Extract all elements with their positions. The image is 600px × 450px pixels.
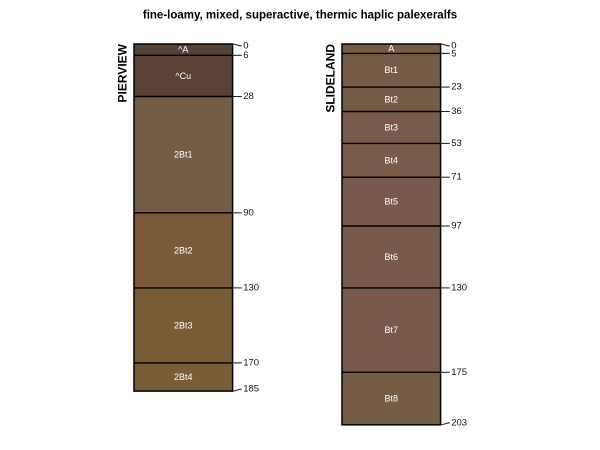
svg-text:2Bt3: 2Bt3 bbox=[174, 320, 193, 330]
svg-text:28: 28 bbox=[243, 91, 254, 102]
svg-text:Bt6: Bt6 bbox=[385, 252, 399, 262]
svg-text:90: 90 bbox=[243, 207, 254, 218]
svg-text:2Bt1: 2Bt1 bbox=[174, 150, 193, 160]
svg-text:Bt5: Bt5 bbox=[385, 197, 399, 207]
svg-text:23: 23 bbox=[451, 82, 462, 93]
svg-text:Bt8: Bt8 bbox=[385, 394, 399, 404]
svg-text:53: 53 bbox=[451, 138, 462, 149]
svg-text:^Cu: ^Cu bbox=[175, 71, 191, 81]
svg-text:2Bt4: 2Bt4 bbox=[174, 372, 193, 382]
svg-text:130: 130 bbox=[243, 282, 259, 293]
svg-text:^A: ^A bbox=[178, 45, 188, 55]
svg-text:170: 170 bbox=[243, 357, 259, 368]
svg-text:Bt3: Bt3 bbox=[385, 123, 399, 133]
svg-text:Bt1: Bt1 bbox=[385, 65, 399, 75]
svg-text:Bt7: Bt7 bbox=[385, 325, 399, 335]
svg-text:97: 97 bbox=[451, 221, 462, 232]
svg-text:6: 6 bbox=[243, 50, 248, 61]
svg-text:0: 0 bbox=[451, 41, 456, 52]
svg-text:36: 36 bbox=[451, 106, 462, 117]
svg-text:175: 175 bbox=[451, 367, 467, 378]
svg-text:71: 71 bbox=[451, 172, 462, 183]
svg-text:fine-loamy, mixed, superactive: fine-loamy, mixed, superactive, thermic … bbox=[143, 9, 457, 21]
svg-text:185: 185 bbox=[243, 384, 259, 395]
svg-text:5: 5 bbox=[451, 49, 456, 60]
svg-text:203: 203 bbox=[451, 417, 467, 428]
svg-text:0: 0 bbox=[243, 41, 248, 52]
svg-text:PIERVIEW: PIERVIEW bbox=[116, 43, 130, 102]
svg-text:A: A bbox=[388, 44, 394, 54]
svg-text:SLIDELAND: SLIDELAND bbox=[324, 44, 338, 113]
svg-text:130: 130 bbox=[451, 282, 467, 293]
svg-text:Bt4: Bt4 bbox=[385, 155, 399, 165]
svg-text:Bt2: Bt2 bbox=[385, 94, 399, 104]
svg-text:2Bt2: 2Bt2 bbox=[174, 245, 193, 255]
